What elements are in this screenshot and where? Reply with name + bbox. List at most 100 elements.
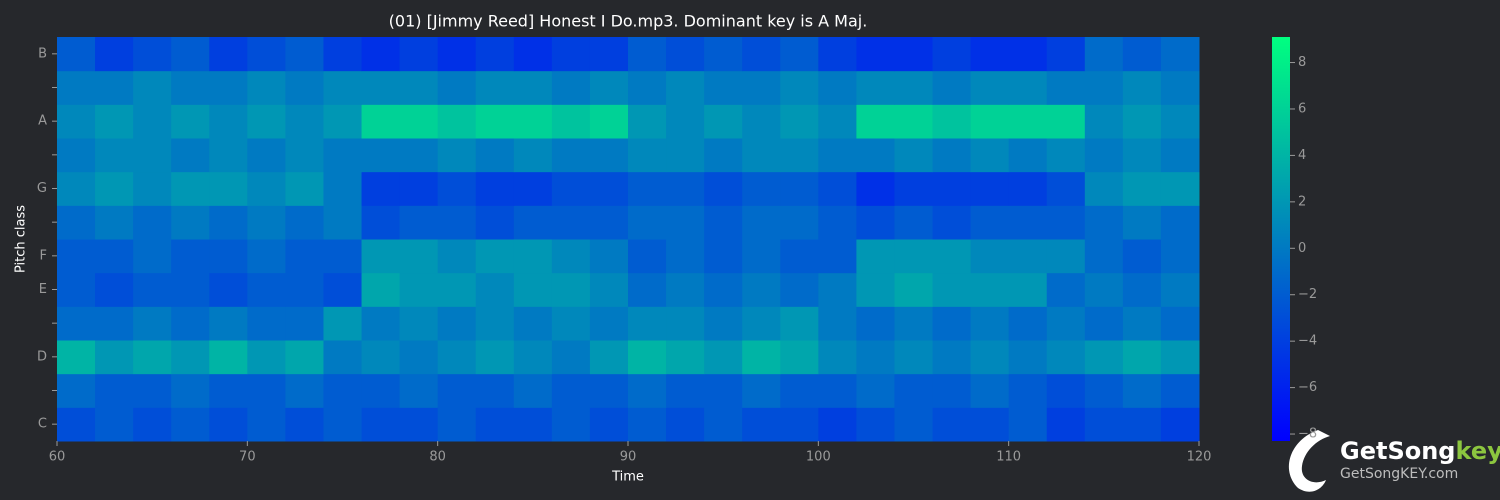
heatmap-cell [666,373,705,408]
heatmap-cell [1084,171,1124,206]
heatmap-cell [1160,104,1200,139]
heatmap-cell [1084,70,1124,105]
heatmap-cell [1046,340,1086,375]
heatmap-cell [1160,239,1200,274]
heatmap-cell [1160,340,1200,375]
heatmap-cell [628,373,667,408]
heatmap-cell [475,104,515,139]
heatmap-cell [95,340,134,375]
heatmap-cell [666,306,705,341]
logo-name-accent: key [1456,437,1500,465]
heatmap-cell [628,272,667,307]
heatmap-cell [209,239,248,274]
heatmap-cell [361,340,401,375]
heatmap-cell [57,340,96,375]
heatmap-cell [1160,373,1200,408]
heatmap-cell [361,70,401,105]
heatmap-cell [666,70,705,105]
heatmap-cell [437,104,477,139]
heatmap-cell [437,407,477,442]
heatmap-cell [551,104,591,139]
heatmap-cell [57,306,96,341]
heatmap-cell [57,70,96,105]
heatmap-cell [171,239,210,274]
heatmap-cell [970,138,1010,173]
heatmap-cell [704,138,743,173]
heatmap-cell [133,306,172,341]
heatmap-cell [285,373,324,408]
heatmap-cell [209,306,248,341]
heatmap-cell [361,37,401,72]
heatmap-cell [1046,272,1086,307]
heatmap-cell [513,138,553,173]
heatmap-cell [475,138,515,173]
heatmap-cell [1084,104,1124,139]
heatmap-cell [133,205,172,240]
heatmap-cell [856,407,895,442]
heatmap-cell [589,171,629,206]
heatmap-cell [95,37,134,72]
heatmap-cell [894,373,934,408]
heatmap-cell [209,37,248,72]
x-tick-label: 80 [429,450,446,465]
heatmap-cell [1008,70,1048,105]
heatmap-cell [932,407,972,442]
heatmap-cell [285,37,324,72]
heatmap-cell [1046,138,1086,173]
y-axis-label: Pitch class [14,205,29,273]
heatmap-cell [666,272,705,307]
heatmap-cell [932,239,972,274]
heatmap-cell [1160,70,1200,105]
heatmap-cell [1084,340,1124,375]
heatmap-cell [475,37,515,72]
heatmap-cell [57,205,96,240]
heatmap-cell [133,138,172,173]
heatmap-cell [551,272,591,307]
heatmap-cell [209,373,248,408]
logo-icon [1288,430,1330,492]
heatmap-cell [247,340,286,375]
heatmap-cell [1160,306,1200,341]
heatmap-cell [970,340,1010,375]
logo-url: GetSongKEY.com [1340,466,1458,482]
heatmap-cell [513,104,553,139]
heatmap-cell [970,407,1010,442]
heatmap-cell [704,306,743,341]
heatmap-cell [1160,171,1200,206]
heatmap-cell [818,239,857,274]
heatmap-cell [133,171,172,206]
heatmap-cell [1046,205,1086,240]
heatmap-cell [589,37,629,72]
y-tick-label: B [38,46,47,61]
heatmap-cell [513,340,553,375]
heatmap-cell [1122,138,1162,173]
heatmap-cell [475,306,515,341]
heatmap-cell [628,306,667,341]
heatmap-cell [209,138,248,173]
heatmap-cell [437,70,477,105]
heatmap-cell [323,104,363,139]
heatmap-cell [171,70,210,105]
heatmap-cell [437,205,477,240]
heatmap-cell [1046,306,1086,341]
heatmap-cell [361,205,401,240]
chart-title: (01) [Jimmy Reed] Honest I Do.mp3. Domin… [389,12,868,31]
heatmap-cell [1046,171,1086,206]
heatmap-cell [970,37,1010,72]
heatmap-cell [1008,306,1048,341]
heatmap-cell [361,272,401,307]
heatmap-cell [57,239,96,274]
heatmap-cell [894,306,934,341]
heatmap-cell [1008,104,1048,139]
heatmap-cell [970,104,1010,139]
heatmap-cell [551,205,591,240]
heatmap-cell [551,239,591,274]
heatmap-cell [704,171,743,206]
heatmap-cell [513,205,553,240]
heatmap-cell [1008,37,1048,72]
heatmap-cell [970,306,1010,341]
heatmap-cell [894,205,934,240]
heatmap-cell [437,306,477,341]
heatmap-cell [95,138,134,173]
heatmap-cell [1122,239,1162,274]
